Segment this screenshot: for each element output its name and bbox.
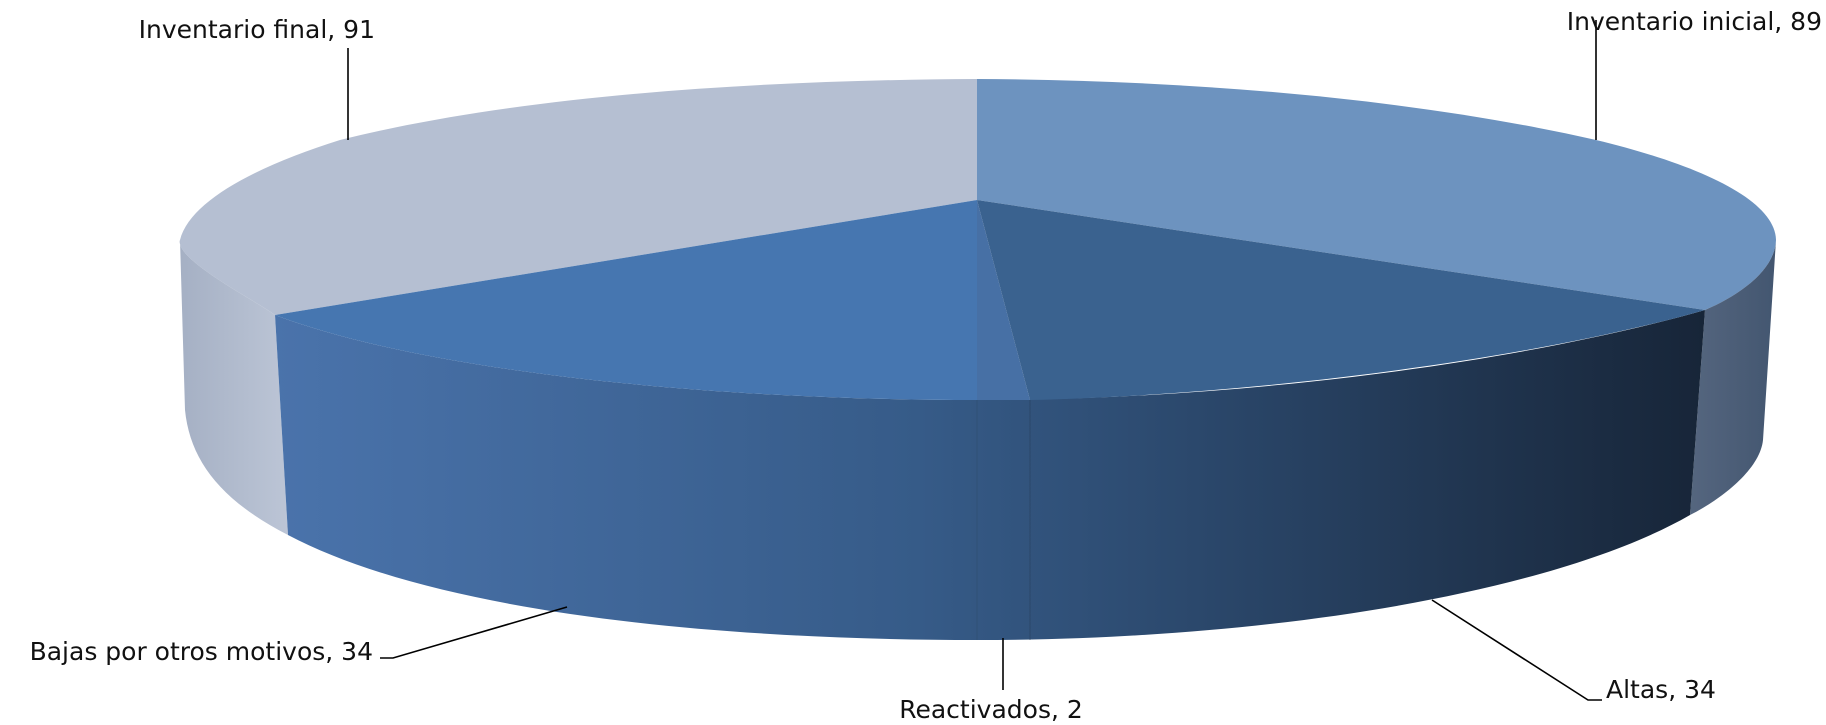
pie-slice-bajas-top — [275, 200, 977, 400]
data-label-altas: Altas, 34 — [1606, 675, 1716, 704]
pie-slice-inventario-inicial-top — [977, 79, 1776, 310]
leader-line-altas — [1431, 599, 1602, 701]
pie-slice-altas-top — [977, 200, 1705, 400]
leader-line-bajas — [380, 606, 568, 659]
pie-slice-inventario-final-top — [179, 79, 977, 315]
data-label-inventario-inicial: Inventario inicial, 89 — [1567, 7, 1822, 36]
pie-front-wall — [275, 310, 1705, 640]
data-label-reactivados: Reactivados, 2 — [899, 695, 1083, 724]
data-label-bajas: Bajas por otros motivos, 34 — [30, 637, 373, 666]
data-label-inventario-final: Inventario final, 91 — [139, 15, 375, 44]
pie-slice-inventario-final-side — [179, 240, 288, 535]
pie-slice-inventario-inicial-side — [1690, 240, 1776, 515]
